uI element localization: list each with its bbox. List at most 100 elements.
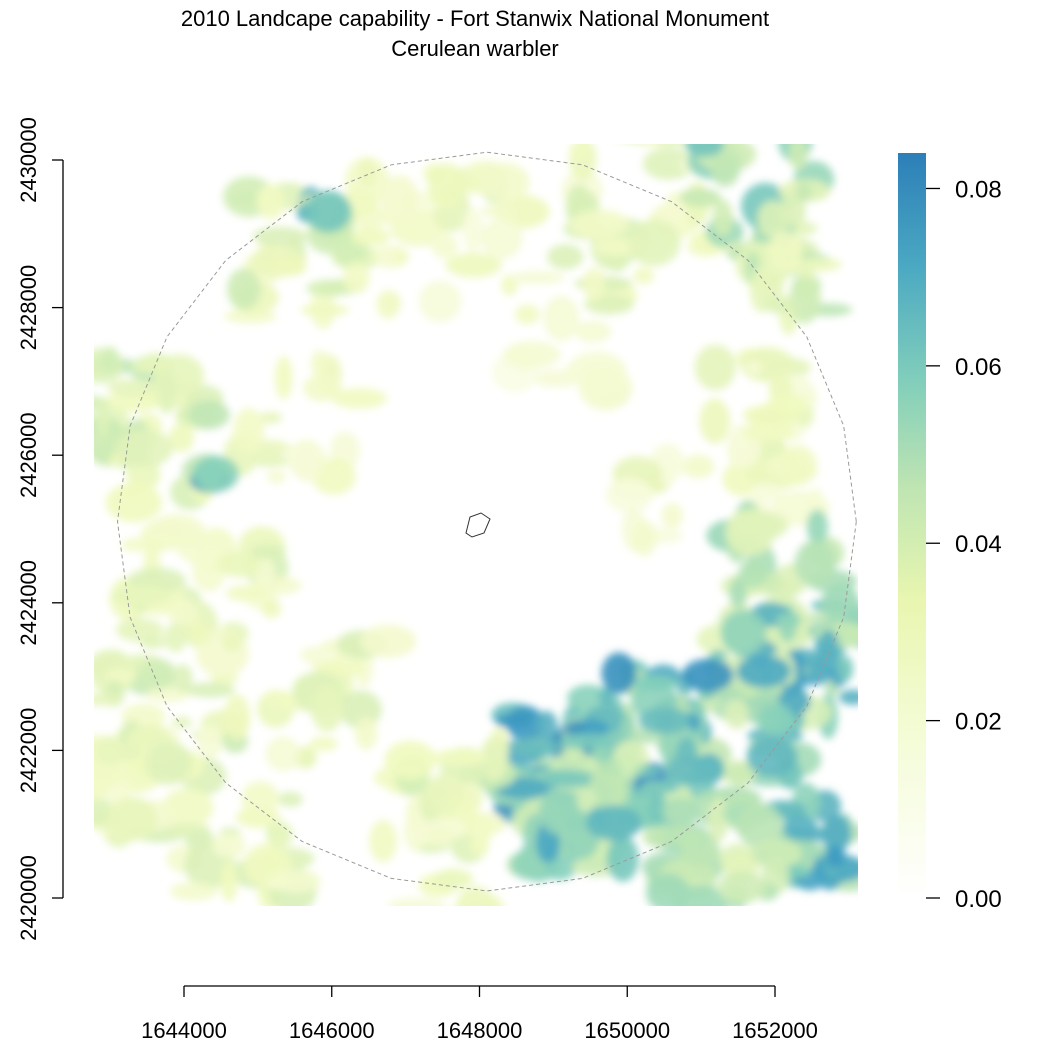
raster-patch [304, 190, 352, 233]
raster-patch [582, 267, 606, 301]
raster-patch [661, 144, 693, 146]
raster-patch [750, 838, 802, 869]
raster-patch [94, 693, 125, 706]
raster-patch [310, 350, 330, 377]
raster-patch [343, 261, 370, 294]
raster-patch [300, 646, 326, 664]
map-title: 2010 Landcape capability - Fort Stanwix … [181, 6, 769, 31]
raster-patch [788, 144, 808, 171]
raster-patch [433, 868, 474, 890]
legend-colorbar [898, 153, 926, 898]
raster-patch [794, 540, 837, 587]
legend-tick-label: 0.06 [955, 354, 1002, 381]
raster-patch [351, 227, 391, 247]
raster-patch [392, 901, 410, 906]
raster-patch [360, 624, 417, 658]
raster-patch [661, 502, 683, 529]
raster-patch [112, 584, 171, 607]
raster-patch [567, 684, 610, 712]
raster-patch [611, 105, 663, 138]
raster-patch [211, 832, 246, 859]
raster-patch [184, 830, 215, 850]
raster-patch [427, 163, 466, 210]
raster-patch [606, 835, 639, 882]
raster-patch [578, 365, 633, 411]
y-tick-label: 2428000 [16, 265, 41, 351]
raster-patch [157, 370, 177, 415]
raster-patch [115, 429, 173, 468]
raster-patch [775, 612, 802, 628]
raster-patch [222, 633, 242, 652]
raster-patch [462, 207, 484, 253]
legend-tick-label: 0.02 [955, 709, 1002, 736]
raster-patch [442, 913, 465, 952]
raster-patch [274, 355, 293, 400]
raster-patch [167, 599, 199, 627]
raster-patch [767, 230, 803, 272]
raster-patch [506, 705, 545, 741]
y-tick-label: 2422000 [16, 708, 41, 794]
raster-patch [376, 289, 400, 320]
raster-patch [455, 886, 497, 906]
raster-patch [510, 270, 566, 285]
raster-patch [816, 629, 840, 675]
raster-patch [426, 772, 466, 814]
raster-patch [742, 422, 796, 443]
raster-patch [445, 252, 502, 278]
raster-patch [638, 707, 691, 734]
raster-patch [539, 770, 598, 788]
x-tick-label: 1648000 [437, 1018, 523, 1043]
raster-patch [682, 454, 715, 479]
raster-patch [241, 781, 280, 817]
raster-patch [99, 346, 120, 374]
raster-patch [185, 682, 235, 698]
y-axis: 2420000 2422000 2424000 2426000 2428000 24300… [16, 117, 64, 941]
raster-patch [172, 664, 193, 693]
raster-patch [574, 320, 612, 343]
raster-patch [94, 397, 112, 437]
raster-patch [384, 740, 437, 780]
raster-patch [418, 280, 462, 323]
raster-patch [588, 769, 628, 811]
raster-patch [379, 175, 419, 220]
raster-patch [118, 745, 143, 760]
raster-patch [196, 725, 223, 758]
raster-patch [217, 551, 261, 578]
raster-patch [825, 844, 846, 868]
raster-patch [148, 514, 205, 549]
raster-patch [570, 209, 630, 239]
raster-patch [108, 796, 158, 842]
x-tick-label: 1646000 [289, 1018, 375, 1043]
raster-patch [252, 226, 308, 247]
raster-patch [220, 861, 238, 903]
raster-patch [806, 509, 829, 545]
raster-patch [168, 424, 195, 453]
raster-patch [271, 258, 307, 277]
raster-patch [294, 746, 318, 769]
raster-patch [633, 266, 655, 285]
legend-tick-label: 0.04 [955, 531, 1002, 558]
raster-patch [130, 359, 168, 374]
raster-patch [659, 205, 688, 224]
raster-patch [620, 748, 637, 777]
raster-patch [188, 620, 210, 644]
raster-patch [662, 797, 701, 826]
raster-patch [720, 609, 767, 656]
raster-patch [233, 408, 265, 454]
legend: 0.00 0.02 0.04 0.06 0.08 [898, 153, 1002, 913]
raster-patch [766, 394, 808, 415]
raster-patch [685, 144, 724, 157]
raster-patch [223, 694, 251, 741]
raster-patch [738, 559, 768, 589]
study-area-boundary [116, 151, 857, 892]
raster-patch [355, 716, 378, 750]
legend-tick-label: 0.00 [955, 886, 1002, 913]
raster-patch [481, 217, 523, 260]
raster-patch [766, 455, 788, 478]
raster-patch [838, 689, 858, 705]
raster-patch [746, 737, 798, 777]
raster-patch [309, 736, 339, 751]
raster-patch [227, 268, 261, 310]
raster-patch [278, 791, 303, 807]
